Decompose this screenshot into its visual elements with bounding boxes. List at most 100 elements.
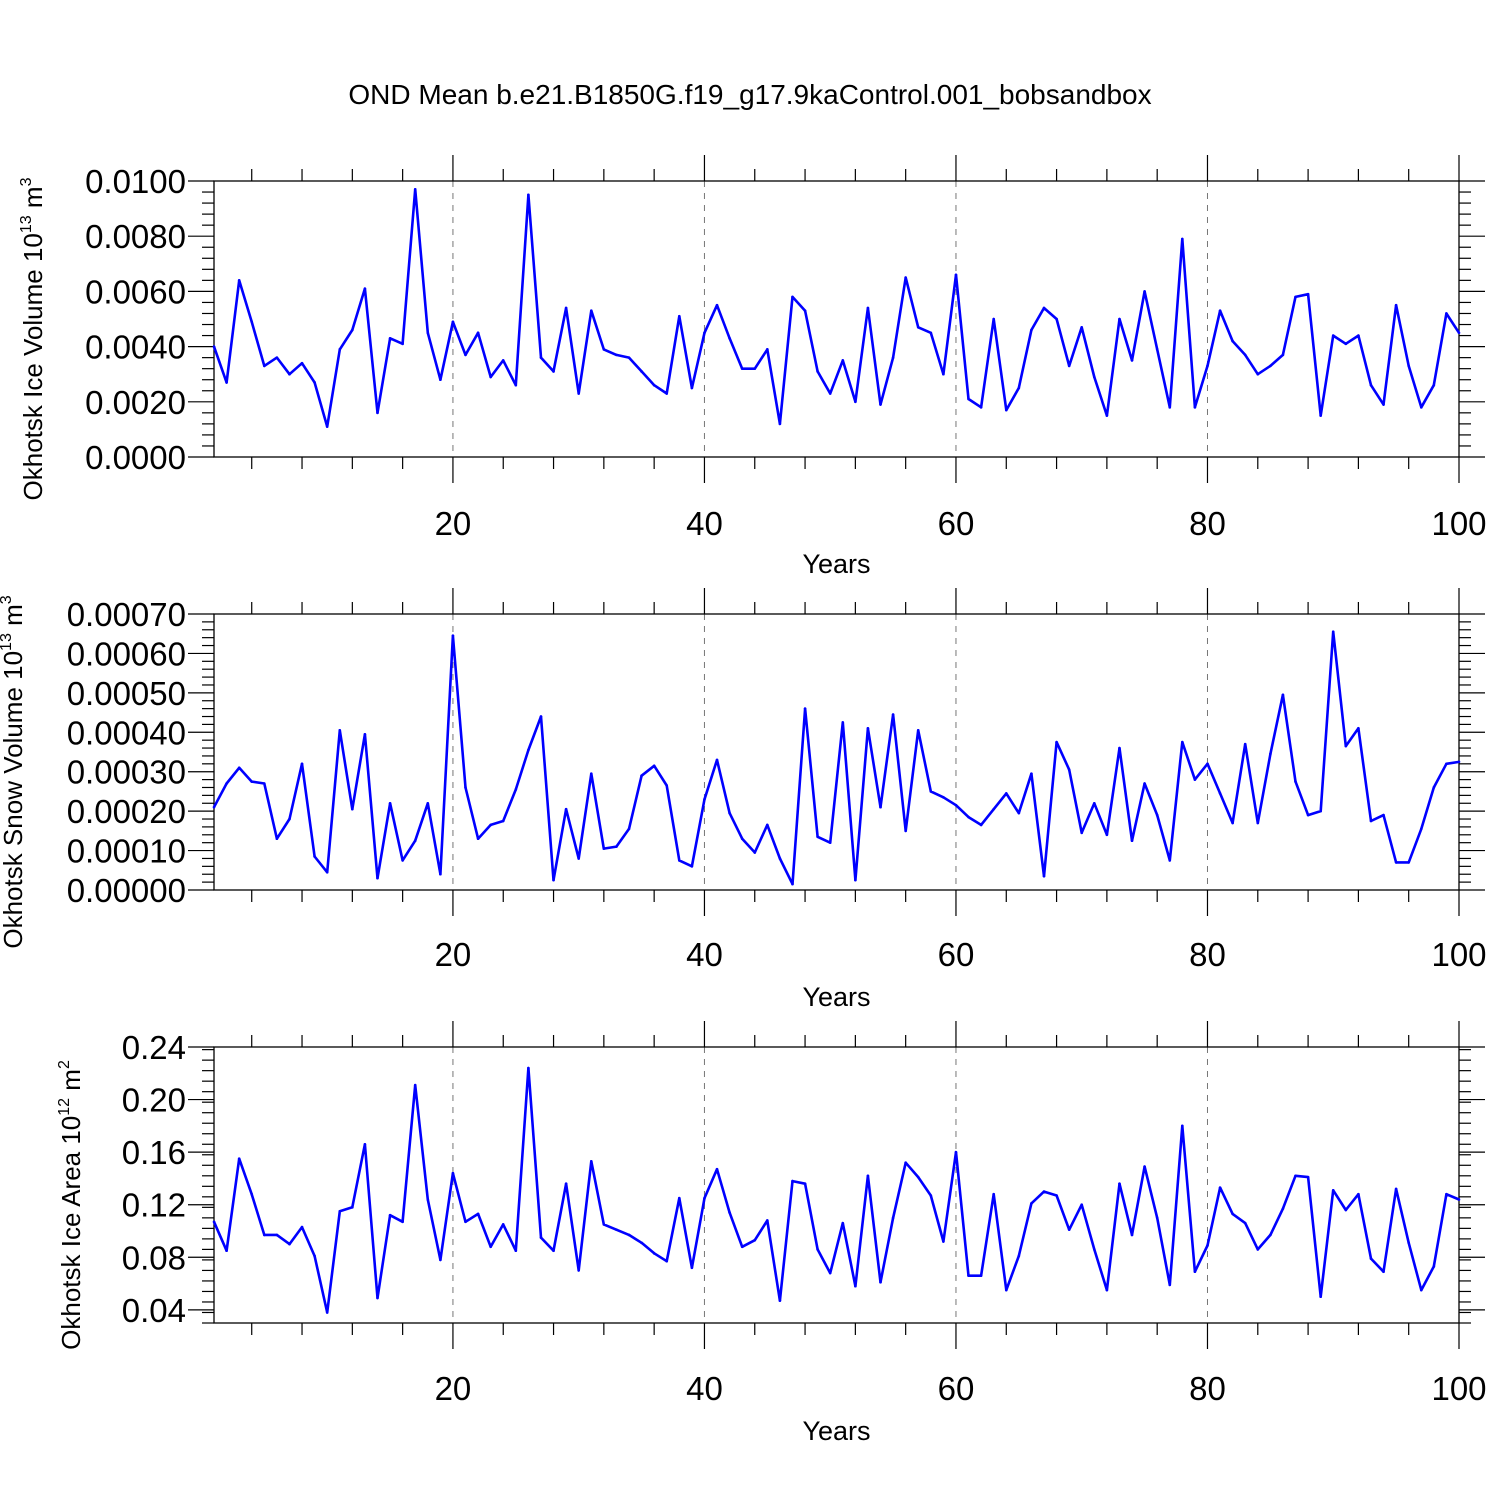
data-point xyxy=(854,400,857,404)
data-point xyxy=(376,1296,379,1300)
data-point xyxy=(602,1223,606,1226)
data-point xyxy=(841,721,845,724)
data-point xyxy=(652,764,656,768)
data-point xyxy=(1394,861,1398,864)
plot-frame xyxy=(213,613,1460,891)
data-point xyxy=(451,320,455,324)
data-point xyxy=(929,790,933,793)
data-point xyxy=(854,1284,857,1288)
y-axis-label-ylabel-exp: 12 xyxy=(56,1098,73,1116)
x-axis-label: Years xyxy=(802,549,870,579)
y-axis-label-ylabel-unit: m xyxy=(18,186,48,215)
y-axis-label-ylabel-exp: 13 xyxy=(0,633,15,651)
data-point xyxy=(828,841,832,844)
x-tick-label: 20 xyxy=(435,1370,472,1407)
data-point xyxy=(1294,1174,1297,1178)
data-point xyxy=(552,1249,555,1253)
data-point xyxy=(376,876,379,880)
series-line xyxy=(212,1066,1460,1314)
data-point xyxy=(916,1175,920,1179)
data-point xyxy=(275,356,279,359)
data-point xyxy=(225,1249,228,1253)
data-point xyxy=(979,1274,983,1277)
data-point xyxy=(803,707,807,710)
data-point xyxy=(715,1167,719,1171)
y-axis-label-ylabel-main: Okhotsk Ice Area 10 xyxy=(56,1116,86,1350)
y-axis-label-ylabel-unit-exp: 3 xyxy=(0,595,15,604)
data-point xyxy=(263,1233,266,1237)
data-point xyxy=(1030,772,1033,775)
data-point xyxy=(728,337,731,340)
data-point xyxy=(313,1254,316,1258)
data-point xyxy=(451,634,455,637)
data-point xyxy=(753,1238,757,1242)
data-point xyxy=(325,425,329,428)
data-point xyxy=(816,835,819,839)
data-point xyxy=(1218,792,1222,795)
data-point xyxy=(250,320,254,324)
data-point xyxy=(325,1311,329,1314)
data-point xyxy=(1269,752,1272,756)
data-point xyxy=(992,807,995,811)
data-point xyxy=(351,328,354,332)
data-point xyxy=(338,1209,342,1213)
data-point xyxy=(1080,325,1084,329)
data-point xyxy=(338,348,342,351)
y-tick-label: 0.0100 xyxy=(85,163,186,200)
y-axis-label-ylabel-unit-exp: 2 xyxy=(56,1060,73,1069)
data-point xyxy=(589,772,593,775)
data-point xyxy=(1055,740,1058,744)
data-point xyxy=(816,1248,819,1251)
data-point xyxy=(728,811,731,815)
x-tick-label: 40 xyxy=(686,505,723,542)
data-point xyxy=(1118,317,1121,321)
data-point xyxy=(300,762,304,766)
data-point xyxy=(539,1236,543,1239)
data-point xyxy=(967,815,970,819)
data-point xyxy=(514,1249,518,1253)
data-point xyxy=(527,748,530,752)
y-tick-label: 0.08 xyxy=(122,1239,186,1276)
y-tick-label: 0.24 xyxy=(122,1029,186,1066)
data-point xyxy=(237,1157,241,1161)
data-point xyxy=(1344,342,1348,346)
data-point xyxy=(1319,1295,1322,1299)
data-point xyxy=(237,279,241,282)
data-point xyxy=(275,1233,279,1237)
data-point xyxy=(451,1171,455,1175)
data-point xyxy=(313,381,316,384)
data-point xyxy=(439,378,442,382)
data-point xyxy=(1281,353,1285,357)
data-point xyxy=(1067,1228,1071,1231)
data-point xyxy=(1130,839,1134,843)
data-point xyxy=(1004,792,1008,795)
data-point xyxy=(464,1220,467,1224)
data-point xyxy=(501,359,505,362)
data-point xyxy=(426,801,430,805)
data-point xyxy=(728,1211,731,1214)
data-point xyxy=(1445,1192,1448,1196)
data-point xyxy=(1357,1192,1360,1196)
data-point xyxy=(954,273,958,277)
data-point xyxy=(1193,406,1197,409)
data-point xyxy=(1093,375,1096,379)
data-point xyxy=(690,386,694,390)
data-point xyxy=(1419,406,1423,409)
data-point xyxy=(1218,309,1222,313)
data-point xyxy=(426,331,430,335)
data-point xyxy=(577,1269,580,1272)
data-point xyxy=(501,1223,505,1226)
data-point xyxy=(828,1271,832,1275)
data-point xyxy=(1067,364,1071,368)
data-point xyxy=(627,1233,631,1237)
data-point xyxy=(1269,364,1272,368)
data-point xyxy=(816,370,819,373)
data-point xyxy=(1118,1182,1121,1185)
data-point xyxy=(992,317,995,321)
data-point xyxy=(464,786,467,789)
x-tick-label: 20 xyxy=(435,505,472,542)
data-point xyxy=(212,1220,216,1224)
data-point xyxy=(1231,821,1234,825)
x-tick-label: 60 xyxy=(938,936,975,973)
y-tick-label: 0.20 xyxy=(122,1082,186,1119)
